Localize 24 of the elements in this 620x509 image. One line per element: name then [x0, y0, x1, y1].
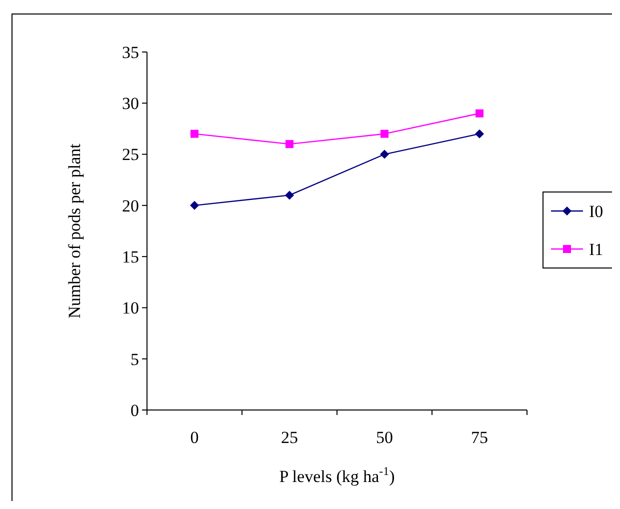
point [476, 109, 484, 118]
legend-label: I1 [589, 240, 604, 259]
x-tick-label: 0 [190, 428, 199, 447]
y-tick-label: 20 [122, 196, 139, 216]
x-tick-label: 50 [376, 428, 393, 447]
x-tick-label: 25 [281, 428, 298, 447]
y-tick-label: 35 [122, 42, 139, 62]
y-tick-label: 30 [122, 94, 139, 114]
point [190, 130, 198, 138]
point [190, 200, 199, 210]
y-tick-label: 5 [130, 350, 139, 369]
y-tick-label: 10 [122, 298, 139, 318]
x-axis-title: P levels (kg ha$^{-1}$) [279, 464, 395, 486]
point [285, 190, 294, 200]
y-axis-title: Number of pods per plant [65, 143, 84, 318]
y-tick-label: 25 [122, 145, 139, 164]
point [380, 130, 388, 138]
x-tick-label: 75 [471, 428, 488, 447]
point [380, 150, 389, 159]
y-tick-label: 15 [122, 248, 139, 267]
point [286, 140, 294, 148]
legend-label: I0 [589, 202, 604, 221]
y-tick-label: 0 [130, 400, 139, 420]
point [475, 129, 484, 138]
